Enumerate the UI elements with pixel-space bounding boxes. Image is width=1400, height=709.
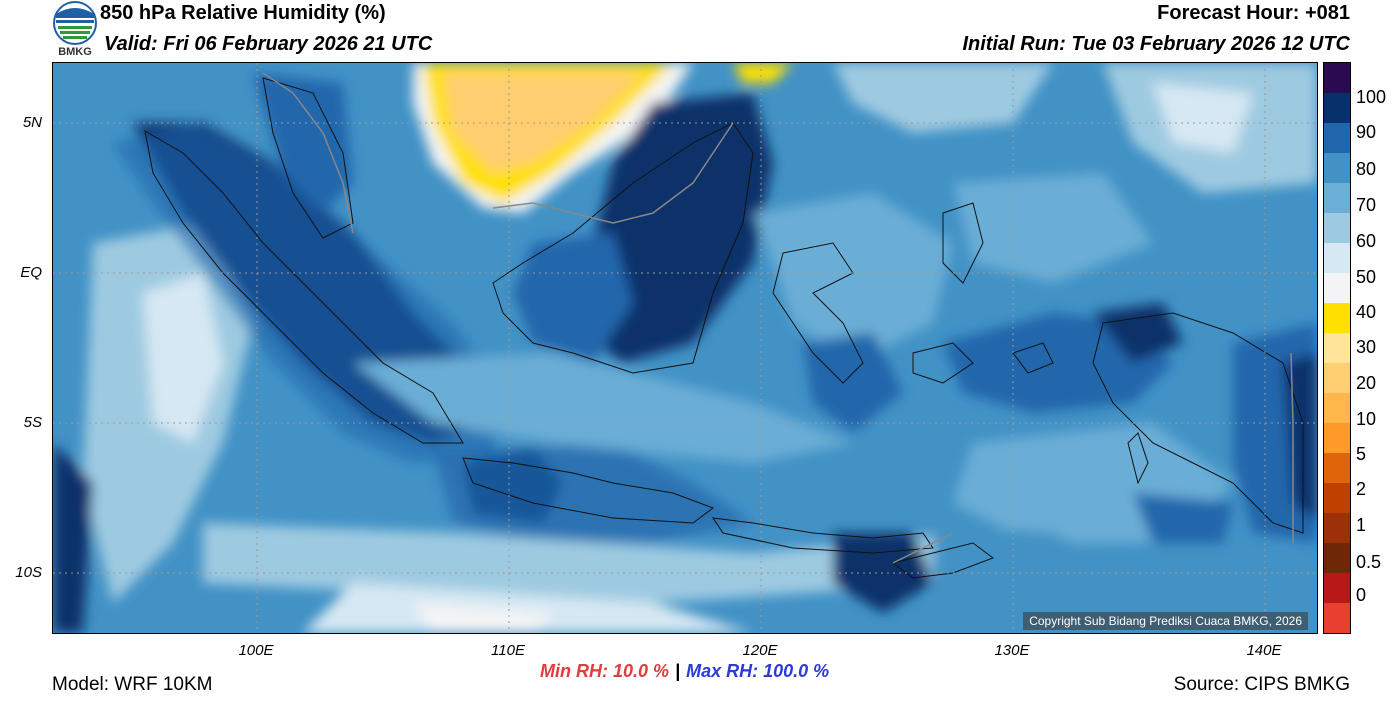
colorbar-swatch <box>1324 63 1350 94</box>
lon-label-140e: 140E <box>1246 642 1282 659</box>
valid-time: Valid: Fri 06 February 2026 21 UTC <box>104 33 433 55</box>
colorbar-swatch <box>1324 93 1350 124</box>
colorbar-label: 80 <box>1356 159 1377 179</box>
colorbar-label: 40 <box>1356 302 1377 322</box>
colorbar-label: 10 <box>1356 409 1377 429</box>
colorbar-swatch <box>1324 153 1350 184</box>
colorbar-label: 70 <box>1356 195 1377 215</box>
lat-label-5n: 5N <box>22 114 42 131</box>
lat-label-10s: 10S <box>15 564 42 581</box>
lon-label-110e: 110E <box>491 642 525 659</box>
lat-label-5s: 5S <box>23 414 42 431</box>
bmkg-logo-icon <box>53 1 97 45</box>
lon-label-120e: 120E <box>742 642 778 659</box>
colorbar-label: 2 <box>1356 479 1367 499</box>
map-title: 850 hPa Relative Humidity (%) <box>100 2 386 24</box>
colorbar-swatch <box>1324 333 1350 364</box>
colorbar-label: 30 <box>1356 337 1377 357</box>
colorbar-swatch <box>1324 303 1350 334</box>
forecast-hour: Forecast Hour: +081 <box>1157 2 1350 24</box>
humidity-map <box>52 62 1318 634</box>
colorbar-label: 0 <box>1356 585 1367 605</box>
colorbar-label: 20 <box>1356 373 1377 393</box>
national-borders <box>262 72 1294 564</box>
colorbar-swatch <box>1324 273 1350 304</box>
data-source: Source: CIPS BMKG <box>1173 674 1350 695</box>
colorbar-label: 1 <box>1356 515 1367 535</box>
initial-run: Initial Run: Tue 03 February 2026 12 UTC <box>962 33 1350 55</box>
bmkg-logo: BMKG <box>52 0 98 62</box>
colorbar-label: 50 <box>1356 267 1377 287</box>
colorbar-label: 90 <box>1356 122 1377 142</box>
colorbar-swatch <box>1324 183 1350 214</box>
lat-label-eq: EQ <box>20 264 42 281</box>
colorbar-swatch <box>1324 603 1350 634</box>
colorbar-swatch <box>1324 123 1350 154</box>
colorbar-label: 5 <box>1356 444 1367 464</box>
colorbar-swatches <box>1324 63 1350 634</box>
min-rh: Min RH: 10.0 % <box>540 661 670 681</box>
colorbar-swatch <box>1324 453 1350 484</box>
rh-stats: Min RH: 10.0 % | Max RH: 100.0 % <box>540 661 829 682</box>
lon-label-100e: 100E <box>238 642 274 659</box>
copyright-notice: Copyright Sub Bidang Prediksi Cuaca BMKG… <box>1023 612 1308 630</box>
coastlines <box>144 77 1304 579</box>
lon-label-130e: 130E <box>994 642 1030 659</box>
colorbar-swatch <box>1324 483 1350 514</box>
colorbar-label: 100 <box>1356 87 1387 107</box>
max-rh: Max RH: 100.0 % <box>686 661 830 681</box>
colorbar-label: 0.5 <box>1356 552 1382 572</box>
colorbar-swatch <box>1324 363 1350 394</box>
humidity-map-canvas <box>53 63 1317 633</box>
colorbar-swatch <box>1324 543 1350 574</box>
model-name: Model: WRF 10KM <box>52 674 213 695</box>
rh-contour-field <box>53 63 1317 633</box>
colorbar-swatch <box>1324 423 1350 454</box>
colorbar-swatch <box>1324 573 1350 604</box>
colorbar-swatch <box>1324 393 1350 424</box>
stats-separator: | <box>675 661 681 681</box>
colorbar-swatch <box>1324 513 1350 544</box>
logo-label: BMKG <box>58 46 92 58</box>
colorbar-swatch <box>1324 243 1350 274</box>
lat-lon-grid <box>53 63 1317 633</box>
colorbar-label: 60 <box>1356 231 1377 251</box>
colorbar <box>1323 62 1351 634</box>
colorbar-swatch <box>1324 213 1350 244</box>
